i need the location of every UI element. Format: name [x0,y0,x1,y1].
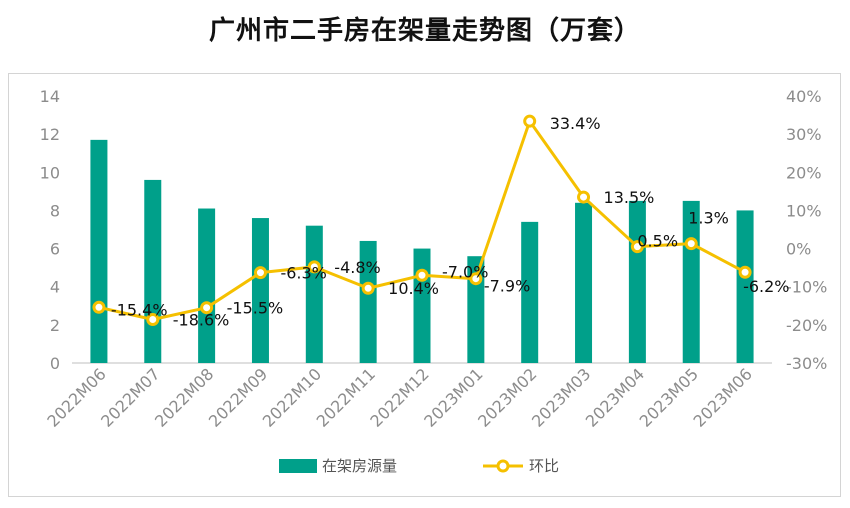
line-data-label: 13.5% [604,188,655,207]
bar [628,200,646,363]
line-data-label: -7.9% [484,277,530,296]
bar [575,202,593,363]
y-left-tick: 12 [40,125,60,144]
data-labels: -15.4% -18.6%-15.5% -6.3% -4.8% 10.4%-7.0%-7… [111,114,790,329]
legend-bar-swatch [279,459,317,473]
bar [521,221,539,363]
line-data-label: 33.4% [550,114,601,133]
line-point [523,114,537,128]
left-axis: 0 2 4 6 8 10 12 14 [40,87,60,373]
y-right-tick: 0% [786,240,811,259]
right-axis: -30% -20% -10% 0% 10% 20% 30% 40% [786,87,827,373]
y-right-tick: -30% [786,354,827,373]
line-data-label: 1.3% [688,209,729,228]
line-data-label: -4.8% [334,258,380,277]
line-data-label: -6.3% [280,264,326,283]
line-point [469,272,483,286]
line-point [307,260,321,274]
legend-bar-label: 在架房源量 [322,457,397,475]
line-point [146,313,160,327]
bar [359,240,377,363]
bar [736,210,754,363]
line-point [253,266,267,280]
chart-frame [8,73,841,497]
line-data-label: 0.5% [637,232,678,251]
line-data-label: -7.0% [442,262,488,281]
bar [198,208,216,363]
line-data-label: 10.4% [388,279,439,298]
x-tick: 2023M06 [690,364,756,430]
line-point [684,237,698,251]
line-data-label: -15.5% [227,299,284,318]
legend-line-marker [496,459,510,473]
line-point [200,301,214,315]
y-left-tick: 10 [40,163,60,182]
y-right-tick: 30% [786,125,822,144]
legend: 在架房源量 环比 [279,457,559,475]
y-left-tick: 8 [50,201,60,220]
y-right-tick: -20% [786,316,827,335]
line-point [415,268,429,282]
bar [305,225,323,363]
line-point [630,240,644,254]
line-series [92,114,752,327]
line-point [361,281,375,295]
y-right-tick: 40% [786,87,822,106]
y-left-tick: 2 [50,316,60,335]
bar [251,218,269,363]
line-data-label: -6.2% [743,277,789,296]
line-point [92,300,106,314]
y-right-tick: 20% [786,163,822,182]
line-point [738,265,752,279]
y-right-tick: -10% [786,278,827,297]
chart-title: 广州市二手房在架量走势图（万套） [208,16,641,46]
y-right-tick: 10% [786,201,822,220]
bar [144,179,162,363]
x-ticks: 2022M062022M072022M082022M092022M102022M… [43,364,756,430]
bar [90,139,108,363]
y-left-tick: 6 [50,240,60,259]
line-point [577,190,591,204]
y-left-tick: 4 [50,278,60,297]
line-data-label: -15.4% [111,300,168,319]
legend-line-label: 环比 [529,457,559,475]
y-left-tick: 0 [50,354,60,373]
bar [413,248,431,363]
y-left-tick: 14 [40,87,60,106]
line-data-label: -18.6% [173,311,230,330]
